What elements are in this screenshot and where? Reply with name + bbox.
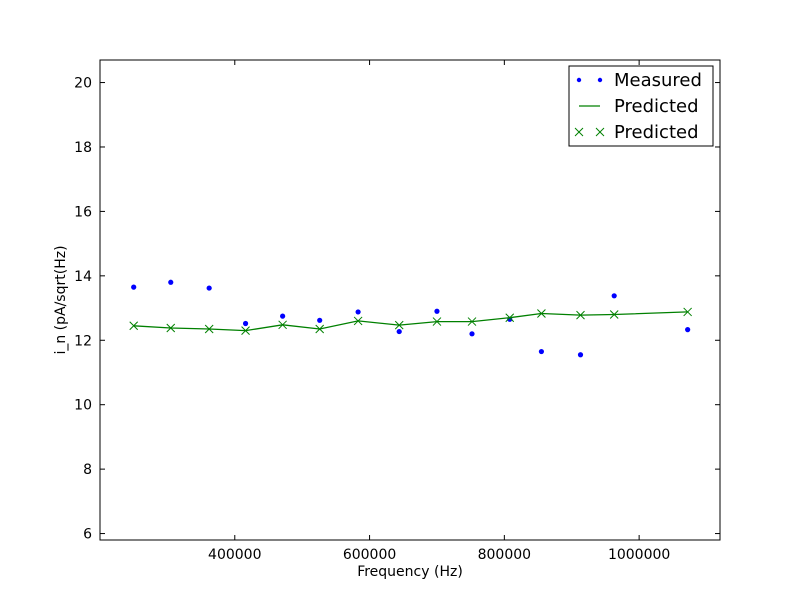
marker-stroke — [537, 309, 546, 318]
data-marker-predicted — [576, 310, 585, 320]
marker-stroke — [609, 310, 619, 319]
marker-stroke — [467, 317, 477, 326]
data-point-measured — [131, 284, 137, 290]
y-tick-label: 10 — [74, 398, 92, 414]
data-point-measured — [242, 320, 249, 327]
y-tick-label: 16 — [74, 204, 92, 220]
marker-stroke — [505, 313, 515, 323]
x-tick-label: 1000000 — [608, 547, 670, 563]
data-marker-predicted — [683, 307, 693, 317]
data-point-measured — [317, 317, 323, 323]
marker-stroke — [353, 316, 363, 326]
marker-stroke — [166, 323, 176, 333]
data-marker-predicted — [241, 326, 250, 335]
data-point-measured — [577, 352, 584, 358]
legend-label: Measured — [614, 70, 702, 91]
marker-stroke — [576, 310, 585, 320]
legend-swatch-x — [574, 127, 584, 137]
data-marker-predicted — [204, 324, 214, 334]
data-point-measured — [611, 293, 617, 299]
data-point-measured — [434, 308, 440, 314]
axes-frame — [99, 59, 721, 541]
marker-stroke — [315, 324, 325, 334]
y-axis-label: i_n (pA/sqrt(Hz) — [53, 245, 69, 354]
legend: Measured Predicted Predicted — [568, 65, 714, 147]
data-marker-predicted — [505, 313, 515, 323]
data-point-measured — [469, 331, 475, 337]
data-point-measured — [538, 348, 545, 355]
marker-stroke — [241, 326, 250, 335]
data-marker-predicted — [394, 320, 404, 330]
legend-label: Predicted — [614, 96, 699, 117]
data-marker-predicted — [129, 321, 139, 331]
y-tick-label: 6 — [83, 527, 92, 543]
marker-stroke — [394, 320, 404, 330]
data-marker-predicted — [166, 323, 176, 333]
legend-label: Predicted — [614, 122, 699, 143]
legend-swatch-measured — [576, 77, 582, 83]
y-tick-label: 8 — [83, 462, 92, 478]
y-tick-label: 18 — [74, 140, 92, 156]
legend-swatch-measured — [597, 77, 603, 83]
legend-swatch-x — [595, 127, 605, 137]
legend-entry: Predicted — [574, 122, 699, 143]
marker-stroke — [204, 324, 214, 334]
data-point-measured — [396, 328, 402, 335]
data-marker-predicted — [278, 320, 287, 330]
marker-stroke — [129, 321, 139, 331]
data-marker-predicted — [609, 310, 619, 319]
x-axis-label: Frequency (Hz) — [357, 564, 463, 580]
marker-stroke — [432, 317, 442, 326]
data-point-measured — [355, 309, 361, 315]
data-marker-predicted — [353, 316, 363, 326]
data-point-measured — [685, 327, 691, 333]
x-tick-label: 400000 — [208, 547, 261, 563]
data-point-measured — [206, 285, 212, 291]
legend-entry: Measured — [576, 70, 702, 91]
legend-entry: Predicted — [579, 96, 699, 117]
data-point-measured — [168, 279, 174, 285]
y-tick-label: 12 — [74, 333, 92, 349]
data-point-measured — [280, 313, 286, 319]
x-tick-label: 600000 — [343, 547, 396, 563]
y-tick-label: 14 — [74, 269, 92, 285]
data-marker-predicted — [467, 317, 477, 326]
x-tick-label: 800000 — [478, 547, 531, 563]
marker-stroke — [278, 320, 287, 330]
data-marker-predicted — [315, 324, 325, 334]
data-marker-predicted — [432, 317, 442, 326]
marker-stroke — [683, 307, 693, 317]
data-marker-predicted — [537, 309, 546, 318]
plot-area: 400000 600000 800000 1000000 6 8 10 12 14 16 18 20 — [74, 59, 721, 563]
y-tick-label: 20 — [74, 76, 92, 92]
